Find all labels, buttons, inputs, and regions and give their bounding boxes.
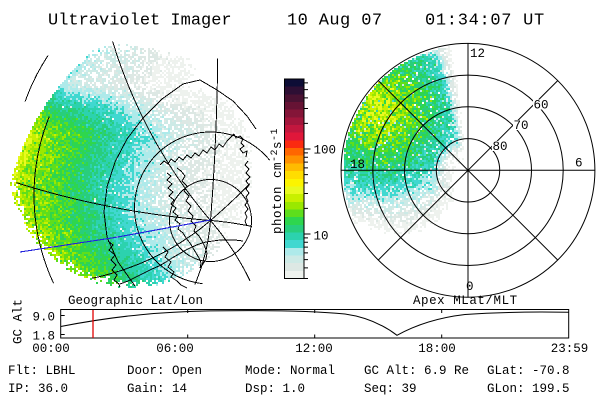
svg-text:1.8: 1.8 bbox=[32, 329, 55, 343]
svg-text:10 Aug 07: 10 Aug 07 bbox=[287, 12, 382, 31]
svg-text:00:00: 00:00 bbox=[32, 342, 70, 356]
svg-text:GC Alt: 6.9 Re: GC Alt: 6.9 Re bbox=[364, 364, 469, 378]
svg-text:photon cm-2s-1: photon cm-2s-1 bbox=[270, 128, 285, 234]
svg-text:Geographic Lat/Lon: Geographic Lat/Lon bbox=[68, 294, 203, 308]
svg-text:Flt: LBHL: Flt: LBHL bbox=[8, 364, 76, 378]
svg-text:Apex MLat/MLT: Apex MLat/MLT bbox=[413, 294, 518, 308]
svg-text:GC Alt: GC Alt bbox=[12, 299, 26, 344]
svg-text:Ultraviolet Imager: Ultraviolet Imager bbox=[48, 12, 232, 31]
svg-text:12:00: 12:00 bbox=[295, 342, 333, 356]
svg-text:Door: Open: Door: Open bbox=[127, 364, 202, 378]
svg-text:6: 6 bbox=[575, 157, 583, 171]
svg-text:0: 0 bbox=[466, 280, 474, 294]
svg-text:80: 80 bbox=[493, 140, 508, 154]
svg-text:60: 60 bbox=[534, 99, 549, 113]
svg-text:Seq: 39: Seq: 39 bbox=[364, 382, 417, 396]
svg-text:01:34:07 UT: 01:34:07 UT bbox=[425, 12, 545, 31]
svg-text:18: 18 bbox=[350, 158, 365, 172]
svg-text:100: 100 bbox=[314, 144, 337, 158]
svg-text:GLon: 199.5: GLon: 199.5 bbox=[487, 382, 570, 396]
svg-text:18:00: 18:00 bbox=[418, 342, 456, 356]
svg-text:Mode: Normal: Mode: Normal bbox=[245, 364, 335, 378]
svg-text:9.0: 9.0 bbox=[32, 310, 55, 324]
svg-text:06:00: 06:00 bbox=[156, 342, 194, 356]
svg-text:IP: 36.0: IP: 36.0 bbox=[8, 382, 68, 396]
svg-text:GLat: -70.8: GLat: -70.8 bbox=[487, 364, 570, 378]
svg-text:70: 70 bbox=[514, 119, 529, 133]
svg-text:Dsp: 1.0: Dsp: 1.0 bbox=[245, 382, 305, 396]
svg-text:12: 12 bbox=[470, 47, 485, 61]
svg-text:Gain: 14: Gain: 14 bbox=[127, 382, 187, 396]
svg-text:10: 10 bbox=[314, 230, 329, 244]
svg-text:23:59: 23:59 bbox=[551, 342, 589, 356]
